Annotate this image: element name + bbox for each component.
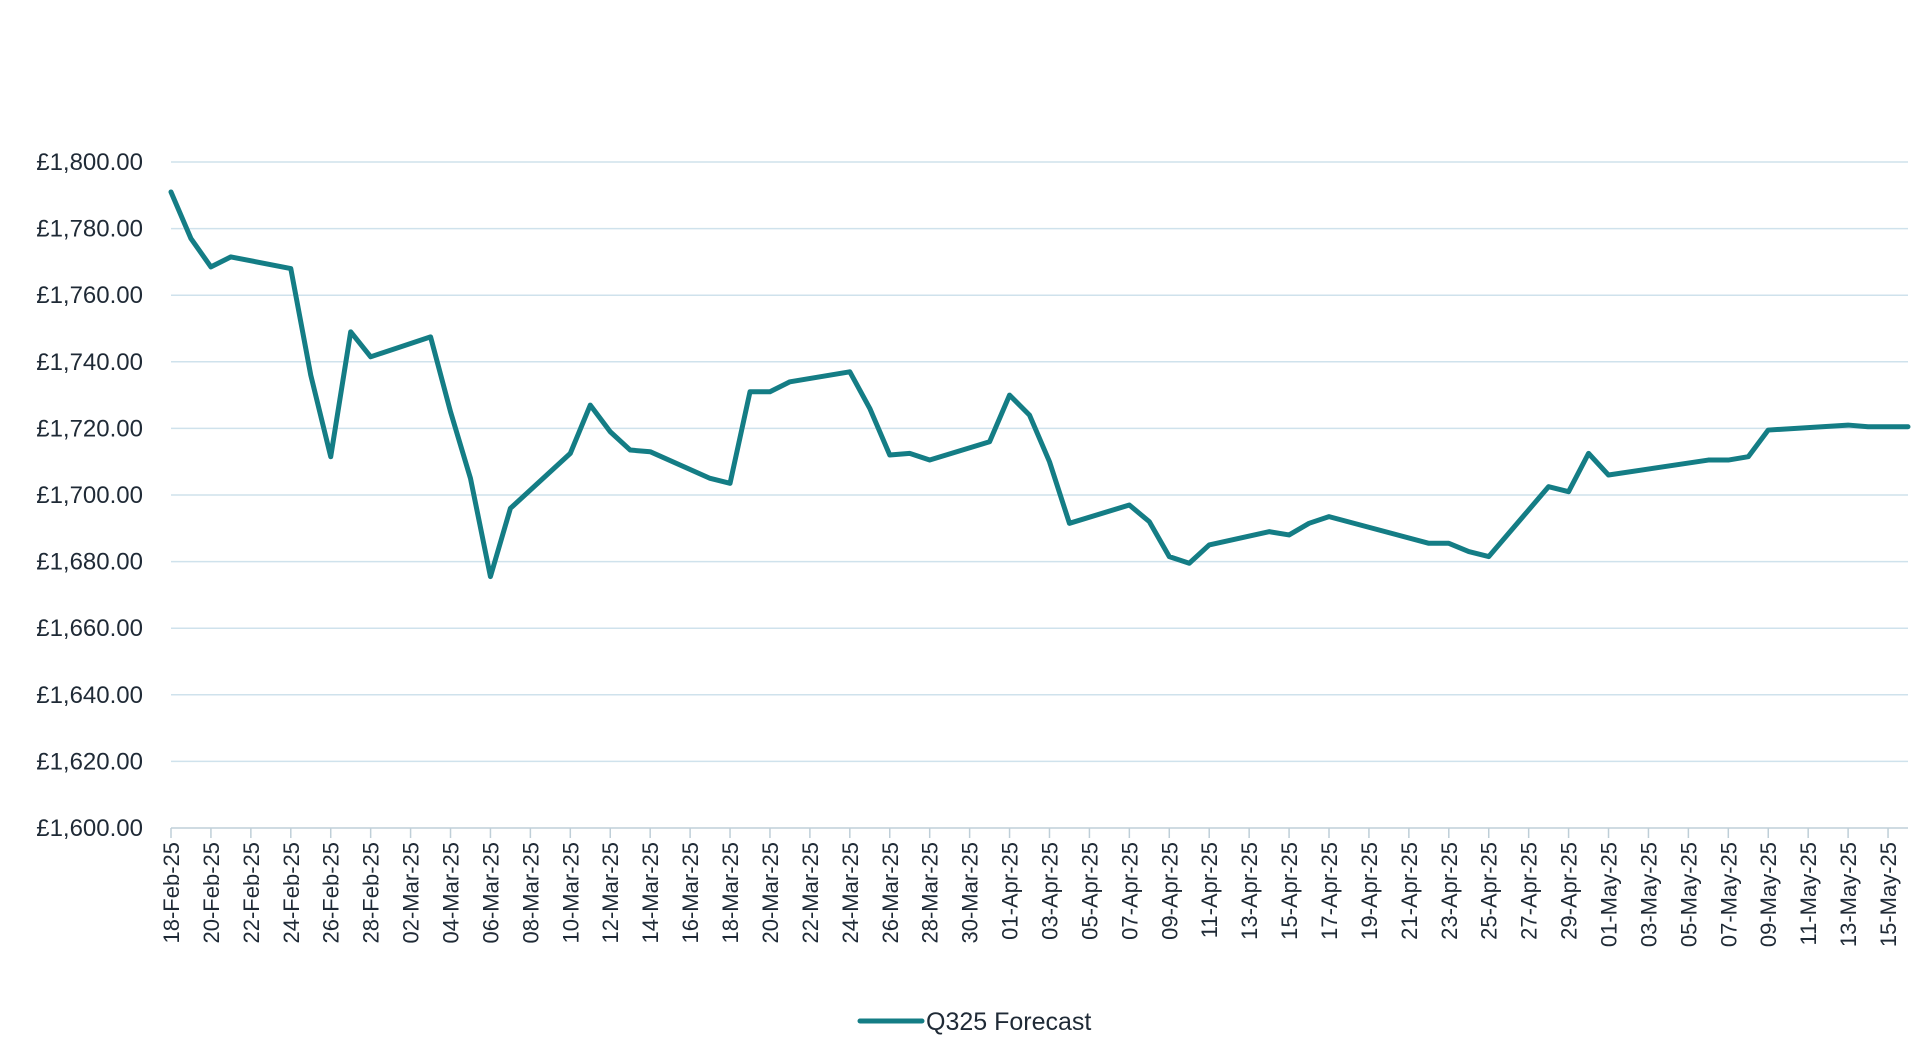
- x-tick-label: 22-Feb-25: [239, 842, 264, 944]
- x-tick-label: 26-Feb-25: [319, 842, 344, 944]
- x-tick-label: 13-May-25: [1836, 842, 1861, 947]
- y-tick-label: £1,740.00: [36, 349, 143, 376]
- y-tick-label: £1,720.00: [36, 415, 143, 442]
- x-tick-label: 12-Mar-25: [598, 842, 623, 943]
- y-tick-label: £1,780.00: [36, 216, 143, 243]
- x-tick-label: 09-May-25: [1756, 842, 1781, 947]
- x-tick-label: 04-Mar-25: [439, 842, 464, 943]
- x-tick-label: 07-Apr-25: [1117, 842, 1142, 940]
- x-tick-label: 10-Mar-25: [558, 842, 583, 943]
- y-tick-label: £1,760.00: [36, 282, 143, 309]
- x-tick-label: 05-Apr-25: [1077, 842, 1102, 940]
- x-tick-label: 08-Mar-25: [518, 842, 543, 943]
- x-tick-label: 13-Apr-25: [1237, 842, 1262, 940]
- x-tick-label: 18-Mar-25: [718, 842, 743, 943]
- x-tick-label: 22-Mar-25: [798, 842, 823, 943]
- x-tick-label: 11-Apr-25: [1197, 842, 1222, 938]
- x-tick-label: 30-Mar-25: [958, 842, 983, 943]
- y-tick-label: £1,700.00: [36, 482, 143, 509]
- x-tick-label: 16-Mar-25: [678, 842, 703, 943]
- series-line-0: [168, 189, 1911, 580]
- x-tick-label: 24-Feb-25: [279, 842, 304, 944]
- x-tick-label: 20-Feb-25: [199, 842, 224, 944]
- gridlines: [171, 161, 1908, 763]
- x-tick-label: 21-Apr-25: [1397, 842, 1422, 940]
- x-tick-label: 01-May-25: [1597, 842, 1622, 947]
- x-tick-label: 24-Mar-25: [838, 842, 863, 943]
- y-tick-label: £1,800.00: [36, 149, 143, 176]
- x-tick-label: 19-Apr-25: [1357, 842, 1382, 940]
- y-tick-label: £1,680.00: [36, 549, 143, 576]
- legend-label: Q325 Forecast: [926, 1008, 1091, 1036]
- x-tick-label: 23-Apr-25: [1437, 842, 1462, 940]
- x-tick-label: 15-May-25: [1876, 842, 1901, 947]
- x-tick-label: 17-Apr-25: [1317, 842, 1342, 940]
- x-tick-label: 28-Mar-25: [918, 842, 943, 943]
- x-tick-label: 05-May-25: [1676, 842, 1701, 947]
- x-tick-label: 27-Apr-25: [1517, 842, 1542, 940]
- x-tick-label: 28-Feb-25: [359, 842, 384, 944]
- x-tick-label: 06-Mar-25: [478, 842, 503, 943]
- x-tick-label: 29-Apr-25: [1557, 842, 1582, 940]
- y-tick-label: £1,660.00: [36, 615, 143, 642]
- x-tick-label: 25-Apr-25: [1477, 842, 1502, 940]
- x-tick-label: 20-Mar-25: [758, 842, 783, 943]
- x-tick-label: 01-Apr-25: [998, 842, 1023, 940]
- x-tick-label: 07-May-25: [1716, 842, 1741, 947]
- x-tick-label: 15-Apr-25: [1277, 842, 1302, 940]
- y-tick-label: £1,640.00: [36, 682, 143, 709]
- x-axis-tick-labels: 18-Feb-25 20-Feb-25 22-Feb-25 24-Feb-25 26-F…: [159, 842, 1901, 947]
- series-lines: [168, 189, 1911, 580]
- y-axis-tick-labels: £1,600.00 £1,620.00 £1,640.00 £1,660.00 £1,6…: [36, 149, 143, 842]
- y-tick-label: £1,600.00: [36, 815, 143, 842]
- axes: [170, 827, 1908, 838]
- x-tick-label: 14-Mar-25: [638, 842, 663, 943]
- x-tick-label: 09-Apr-25: [1157, 842, 1182, 940]
- x-tick-label: 26-Mar-25: [878, 842, 903, 943]
- legend: Q325 Forecast: [857, 1008, 1091, 1036]
- x-tick-label: 18-Feb-25: [159, 842, 184, 944]
- x-tick-label: 03-Apr-25: [1037, 842, 1062, 940]
- x-tick-label: 11-May-25: [1796, 842, 1821, 946]
- y-tick-label: £1,620.00: [36, 748, 143, 775]
- x-tick-label: 02-Mar-25: [399, 842, 424, 943]
- x-tick-label: 03-May-25: [1636, 842, 1661, 947]
